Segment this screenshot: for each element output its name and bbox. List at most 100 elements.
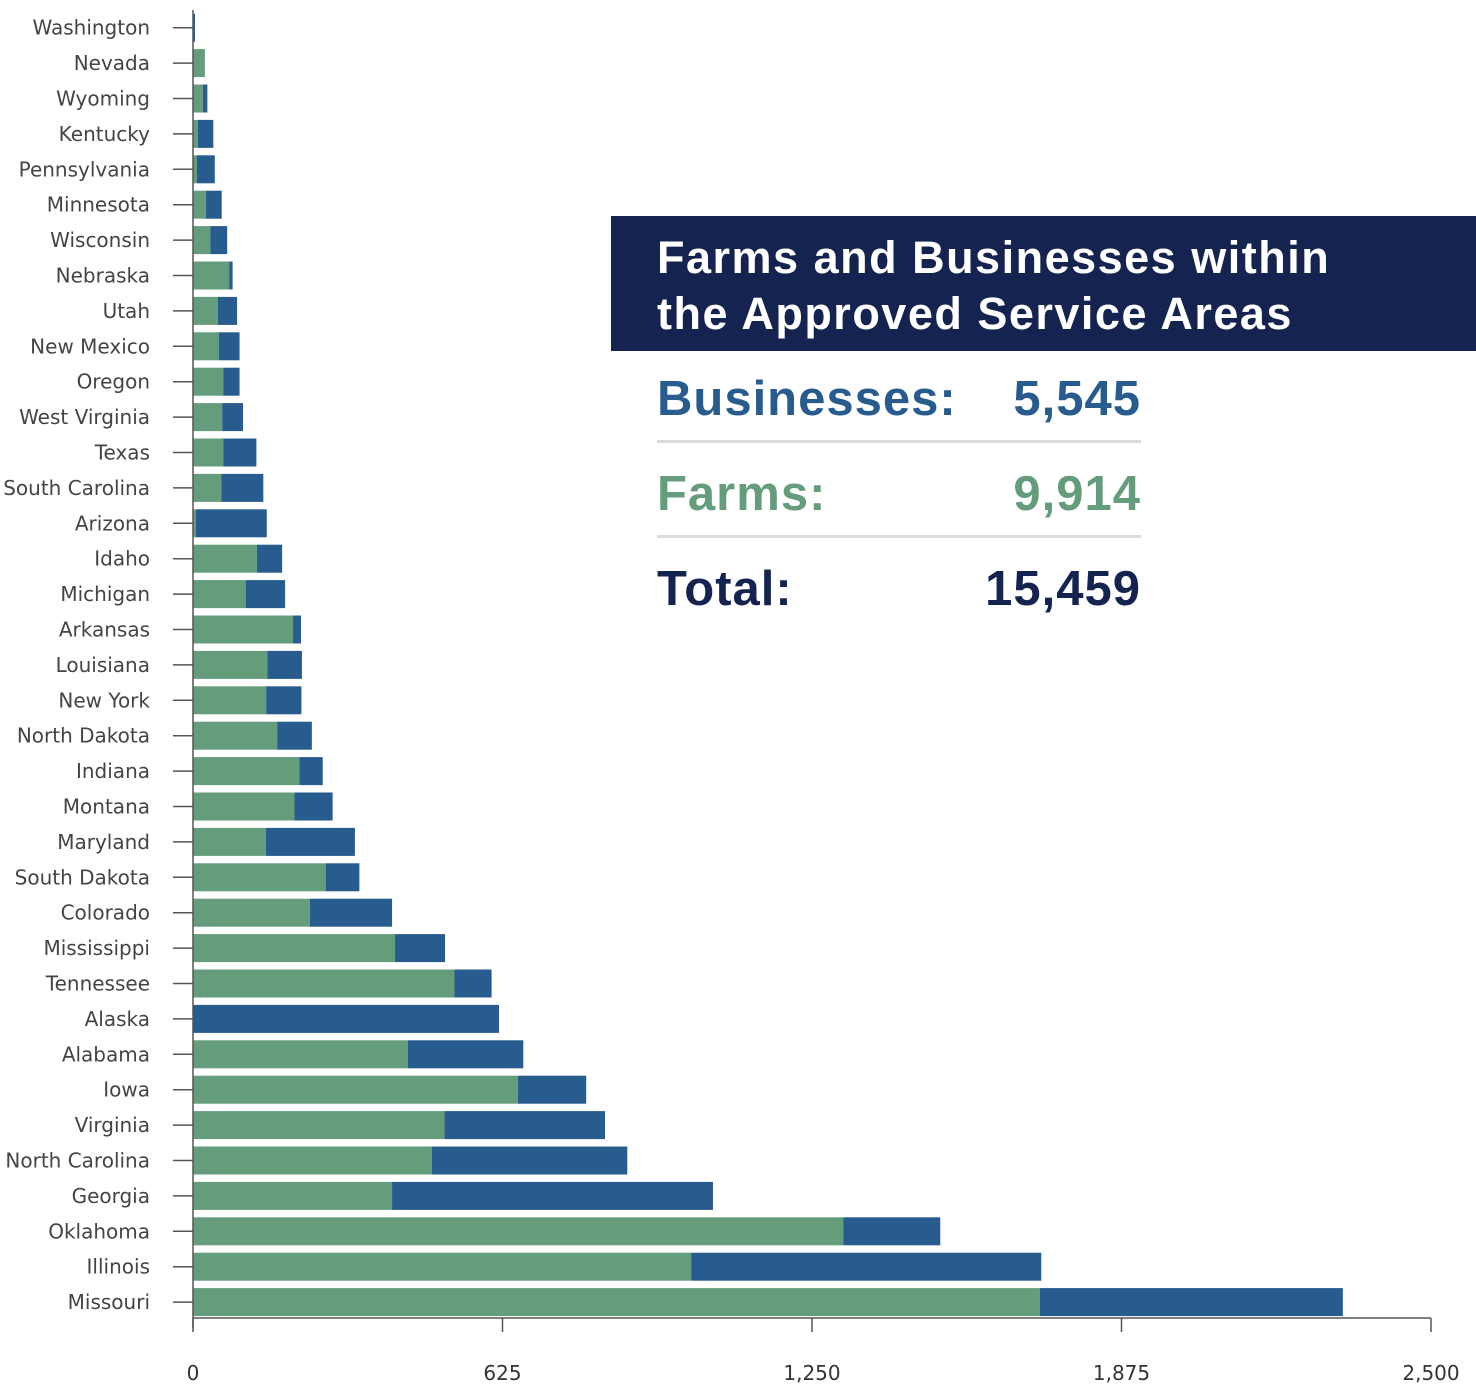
bar-businesses <box>205 190 222 219</box>
summary-stats: Businesses: 5,545 Farms: 9,914 Total: 15… <box>657 362 1141 626</box>
bar-farms <box>193 190 206 219</box>
category-label: Oregon <box>77 370 150 394</box>
bar-farms <box>193 226 211 255</box>
category-label: Maryland <box>57 830 150 854</box>
category-label: Mississippi <box>43 936 150 960</box>
category-label: Texas <box>94 441 150 465</box>
bar-businesses <box>223 438 257 467</box>
bar-farms <box>193 1111 445 1140</box>
bar-businesses <box>293 615 301 644</box>
category-label: Indiana <box>76 759 150 783</box>
bar-businesses <box>193 1004 500 1033</box>
bar-businesses <box>431 1146 628 1175</box>
bar-businesses <box>309 898 393 927</box>
bar-businesses <box>454 969 492 998</box>
axes-group: 0 625 1,250 1,875 2,500 <box>173 10 1460 1384</box>
bar-businesses <box>195 509 267 538</box>
bar-businesses <box>223 367 240 396</box>
bar-farms <box>193 509 196 538</box>
bar-businesses <box>217 296 238 325</box>
category-labels: Washington Nevada Wyoming Kentucky Pennsylva… <box>3 16 150 1314</box>
category-label: Alabama <box>62 1042 150 1066</box>
category-label: West Virginia <box>19 405 150 429</box>
bar-farms <box>193 1288 1040 1317</box>
bar-businesses <box>221 473 264 502</box>
bar-businesses <box>277 721 312 750</box>
category-label: Arkansas <box>59 618 150 642</box>
bar-businesses <box>1039 1288 1343 1317</box>
category-label: Alaska <box>85 1007 150 1031</box>
category-label: South Dakota <box>15 865 150 889</box>
category-label: New Mexico <box>30 334 150 358</box>
category-label: Wyoming <box>56 87 150 111</box>
bar-farms <box>193 261 230 290</box>
bar-businesses <box>691 1252 1042 1281</box>
bar-farms <box>193 473 222 502</box>
bar-farms <box>193 934 396 963</box>
bar-farms <box>193 1040 408 1069</box>
bar-businesses <box>210 226 228 255</box>
category-label: Illinois <box>87 1255 150 1279</box>
category-label: North Carolina <box>5 1149 150 1173</box>
bar-farms <box>193 1146 432 1175</box>
farms-row: Farms: 9,914 <box>657 457 1141 531</box>
bar-farms <box>193 863 326 892</box>
bar-businesses <box>245 580 286 609</box>
bar-farms <box>193 155 197 184</box>
category-label: Kentucky <box>59 122 150 146</box>
category-label: North Dakota <box>17 724 150 748</box>
category-label: Nebraska <box>56 264 150 288</box>
bar-farms <box>193 615 294 644</box>
bar-farms <box>193 650 268 679</box>
category-label: Utah <box>103 299 150 323</box>
bar-businesses <box>299 757 323 786</box>
title-line-1: Farms and Businesses within <box>657 232 1331 283</box>
bar-businesses <box>202 84 208 113</box>
bar-farms <box>193 332 219 361</box>
bar-businesses <box>197 119 214 148</box>
bar-farms <box>193 686 267 715</box>
bar-farms <box>193 721 278 750</box>
businesses-row: Businesses: 5,545 <box>657 362 1141 436</box>
bar-farms <box>193 827 266 856</box>
bar-farms <box>193 438 224 467</box>
bar-farms <box>193 1181 393 1210</box>
category-label: Nevada <box>74 51 150 75</box>
x-tick-label: 0 <box>187 1361 200 1384</box>
category-label: Louisiana <box>56 653 150 677</box>
bar-businesses <box>229 261 233 290</box>
bar-farms <box>193 969 455 998</box>
bar-businesses <box>265 827 355 856</box>
bar-farms <box>193 898 310 927</box>
category-label: Washington <box>32 16 150 40</box>
businesses-label: Businesses: <box>657 372 957 426</box>
bar-farms <box>193 296 218 325</box>
bar-businesses <box>294 792 333 821</box>
category-label: Tennessee <box>45 972 150 996</box>
bar-farms <box>193 49 205 78</box>
bar-businesses <box>395 934 446 963</box>
bar-businesses <box>266 686 302 715</box>
divider <box>657 440 1141 443</box>
category-label: Minnesota <box>47 193 150 217</box>
bar-farms <box>193 1075 518 1104</box>
category-label: Arizona <box>75 511 150 535</box>
bars-group <box>193 13 1343 1317</box>
category-label: Iowa <box>103 1078 150 1102</box>
bar-farms <box>193 580 246 609</box>
bar-businesses <box>444 1111 606 1140</box>
category-label: Missouri <box>68 1290 150 1314</box>
bar-farms <box>193 544 257 573</box>
bar-businesses <box>325 863 360 892</box>
category-label: Michigan <box>60 582 150 606</box>
bar-businesses <box>392 1181 713 1210</box>
bar-businesses <box>407 1040 524 1069</box>
total-row: Total: 15,459 <box>657 552 1141 626</box>
bar-businesses <box>256 544 283 573</box>
category-label: New York <box>58 688 150 712</box>
bar-businesses <box>218 332 240 361</box>
bar-businesses <box>193 13 195 42</box>
x-tick-label: 625 <box>483 1361 521 1384</box>
farms-label: Farms: <box>657 467 827 521</box>
category-label: South Carolina <box>3 476 150 500</box>
